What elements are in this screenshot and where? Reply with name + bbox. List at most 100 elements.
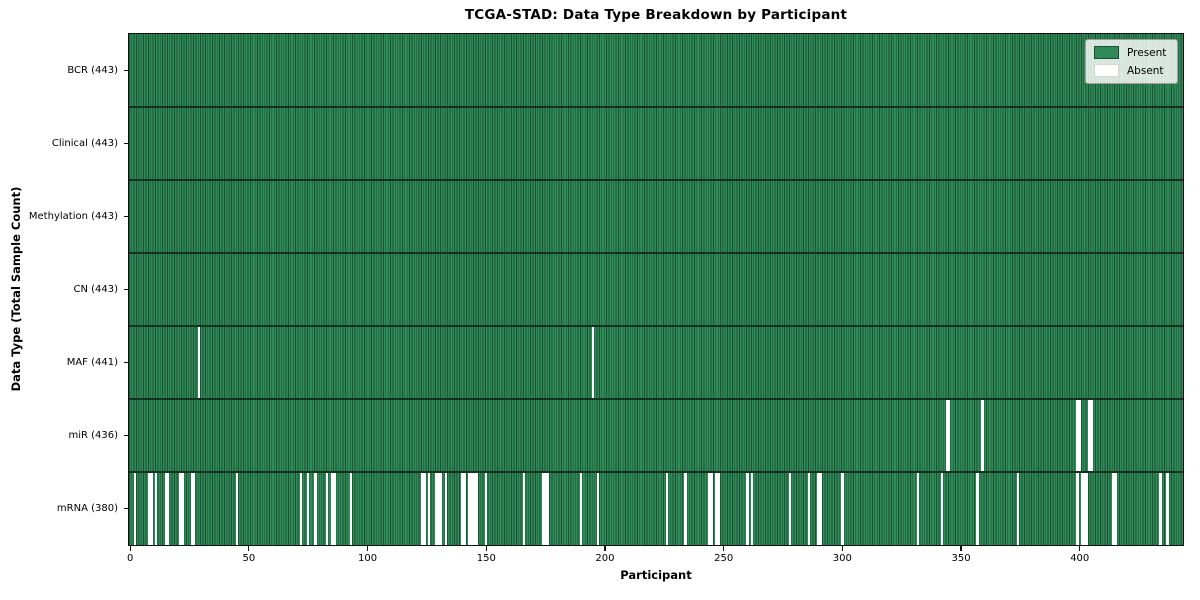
absent-mark-mRNA-197 [596, 472, 599, 545]
x-tick-label-350: 350 [951, 553, 971, 564]
y-tick-label-Methylation: Methylation (443) [28, 210, 118, 222]
plot-area [129, 34, 1183, 545]
x-tick-mark [604, 546, 606, 551]
absent-mark-mRNA-244 [708, 472, 711, 545]
absent-mark-MAF-195 [591, 326, 595, 399]
absent-mark-mRNA-11 [155, 472, 158, 545]
absent-mark-mRNA-332 [917, 472, 920, 545]
x-tick-label-400: 400 [1070, 553, 1090, 564]
absent-mark-mRNA-286 [807, 472, 811, 545]
x-tick-mark [485, 546, 487, 551]
absent-mark-mRNA-143 [468, 472, 471, 545]
absent-mark-mRNA-342 [940, 472, 944, 545]
y-tick-mark [124, 288, 129, 291]
y-tick-label-miR: miR (436) [68, 429, 118, 441]
absent-mark-mRNA-26 [190, 472, 194, 545]
absent-mark-mRNA-414 [1111, 472, 1115, 545]
row-separator [129, 179, 1183, 181]
absent-mark-mRNA-300 [841, 472, 844, 545]
absent-mark-mRNA-86 [333, 472, 336, 545]
legend-swatch-present [1094, 46, 1119, 59]
x-tick-mark [248, 546, 250, 551]
absent-mark-miR-345 [947, 399, 951, 472]
absent-mark-mRNA-144 [470, 472, 474, 545]
absent-mark-miR-404 [1088, 399, 1091, 472]
x-axis-title: Participant [620, 568, 692, 582]
absent-mark-mRNA-8 [147, 472, 151, 545]
row-separator [129, 471, 1183, 473]
row-separator [129, 252, 1183, 254]
absent-mark-MAF-29 [197, 326, 201, 399]
absent-mark-mRNA-2 [133, 472, 137, 545]
absent-mark-mRNA-93 [349, 472, 353, 545]
legend: Present Absent [1085, 39, 1179, 84]
chart-title: TCGA-STAD: Data Type Breakdown by Partic… [464, 7, 848, 23]
y-tick-mark [124, 69, 129, 72]
absent-mark-mRNA-22 [181, 472, 184, 545]
absent-mark-mRNA-403 [1085, 472, 1089, 545]
absent-mark-mRNA-278 [788, 472, 792, 545]
absent-mark-mRNA-166 [523, 472, 526, 545]
absent-mark-mRNA-247 [715, 472, 718, 545]
legend-swatch-absent [1094, 64, 1119, 77]
absent-mark-miR-400 [1078, 399, 1081, 472]
absent-mark-mRNA-16 [166, 472, 170, 545]
absent-mark-mRNA-248 [717, 472, 721, 545]
absent-mark-mRNA-131 [439, 472, 443, 545]
absent-mark-mRNA-175 [544, 472, 547, 545]
x-tick-label-300: 300 [832, 553, 852, 564]
x-tick-label-150: 150 [476, 553, 496, 564]
x-tick-label-250: 250 [714, 553, 734, 564]
y-tick-mark [124, 215, 129, 218]
absent-mark-miR-359 [981, 399, 984, 472]
absent-mark-mRNA-226 [665, 472, 668, 545]
legend-item-absent: Absent [1094, 64, 1166, 77]
row-separator [129, 325, 1183, 327]
absent-mark-mRNA-72 [299, 472, 303, 545]
x-tick-mark [129, 546, 131, 551]
absent-mark-mRNA-402 [1083, 472, 1086, 545]
absent-mark-mRNA-176 [546, 472, 550, 545]
absent-mark-mRNA-133 [444, 472, 448, 545]
absent-mark-mRNA-130 [437, 472, 440, 545]
absent-mark-mRNA-262 [750, 472, 754, 545]
x-axis: 0 50 100 150 200 250 300 350 400 [127, 545, 1183, 577]
y-tick-label-Clinical: Clinical (443) [51, 137, 118, 149]
y-tick-mark [124, 361, 129, 364]
absent-mark-mRNA-234 [684, 472, 687, 545]
x-tick-mark [366, 546, 369, 551]
absent-mark-miR-405 [1090, 399, 1093, 472]
y-tick-mark [124, 142, 129, 145]
x-tick-mark [1079, 546, 1081, 551]
absent-mark-mRNA-21 [178, 472, 182, 545]
legend-label: Absent [1127, 64, 1164, 77]
x-tick-label-200: 200 [595, 553, 615, 564]
absent-mark-mRNA-85 [330, 472, 334, 545]
absent-mark-miR-344 [945, 399, 948, 472]
absent-mark-mRNA-374 [1016, 472, 1020, 545]
absent-mark-mRNA-150 [485, 472, 488, 545]
y-tick-label-BCR: BCR (443) [67, 64, 118, 76]
y-tick-label-MAF: MAF (441) [66, 356, 118, 368]
legend-item-present: Present [1094, 46, 1166, 59]
absent-mark-mRNA-357 [976, 472, 979, 545]
y-tick-mark [124, 434, 129, 437]
absent-mark-mRNA-141 [463, 472, 467, 545]
absent-mark-mRNA-401 [1080, 472, 1084, 545]
absent-mark-mRNA-78 [314, 472, 317, 545]
y-tick-mark [124, 507, 129, 510]
absent-mark-mRNA-415 [1114, 472, 1117, 545]
absent-mark-mRNA-174 [542, 472, 545, 545]
absent-mark-mRNA-290 [817, 472, 820, 545]
absent-mark-miR-399 [1076, 399, 1079, 472]
x-tick-mark [723, 546, 725, 551]
absent-mark-mRNA-15 [164, 472, 167, 545]
absent-mark-mRNA-27 [193, 472, 196, 545]
absent-mark-mRNA-291 [819, 472, 823, 545]
absent-mark-mRNA-145 [473, 472, 476, 545]
x-tick-mark [841, 546, 843, 551]
x-tick-label-50: 50 [242, 553, 256, 564]
absent-mark-mRNA-190 [580, 472, 583, 545]
absent-mark-mRNA-75 [307, 472, 310, 545]
